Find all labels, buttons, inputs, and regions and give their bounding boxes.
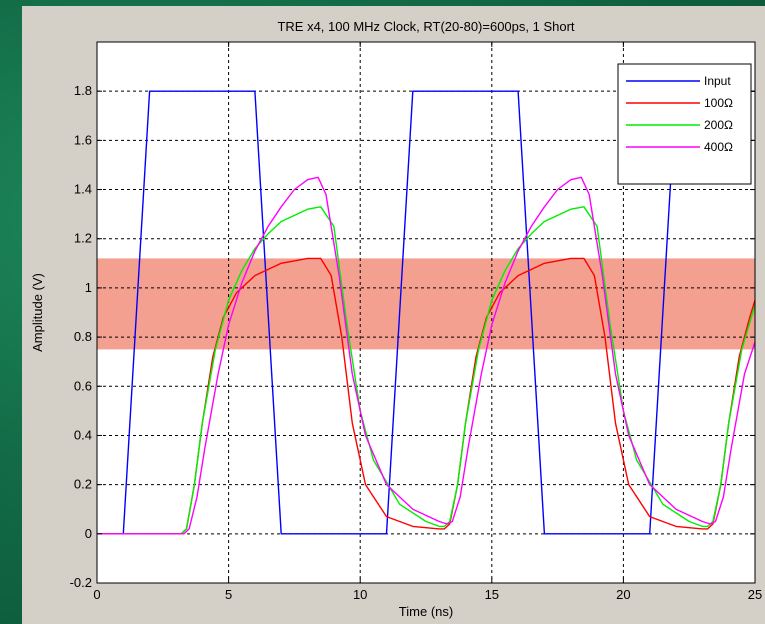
y-tick-label: -0.2 [70,575,92,590]
y-tick-label: 0.2 [74,477,92,492]
legend-label-2: 200Ω [704,118,733,132]
series-line-2 [97,206,755,535]
y-tick-label: 1 [85,280,92,295]
y-tick-label: 1.4 [74,182,92,197]
y-tick-label: 1.2 [74,231,92,246]
x-tick-label: 15 [485,587,499,602]
y-tick-label: 0.4 [74,427,92,442]
y-tick-label: 0 [85,526,92,541]
y-tick-label: 1.6 [74,132,92,147]
x-tick-label: 0 [93,587,100,602]
y-axis-label: Amplitude (V) [30,273,45,352]
legend-box [617,63,752,185]
legend-label-0: Input [704,74,731,88]
chart-title: TRE x4, 100 MHz Clock, RT(20-80)=600ps, … [277,19,574,34]
x-tick-label: 5 [225,587,232,602]
plot-border [96,41,756,584]
legend-label-3: 400Ω [704,140,733,154]
x-tick-label: 25 [748,587,762,602]
x-tick-label: 10 [353,587,367,602]
series-line-3 [97,176,755,535]
y-tick-label: 1.8 [74,83,92,98]
threshold-band [97,258,755,350]
x-axis-label: Time (ns) [399,604,453,619]
series-line-0 [97,90,755,535]
x-tick-label: 20 [616,587,630,602]
y-tick-label: 0.6 [74,378,92,393]
legend-label-1: 100Ω [704,96,733,110]
y-tick-label: 0.8 [74,329,92,344]
